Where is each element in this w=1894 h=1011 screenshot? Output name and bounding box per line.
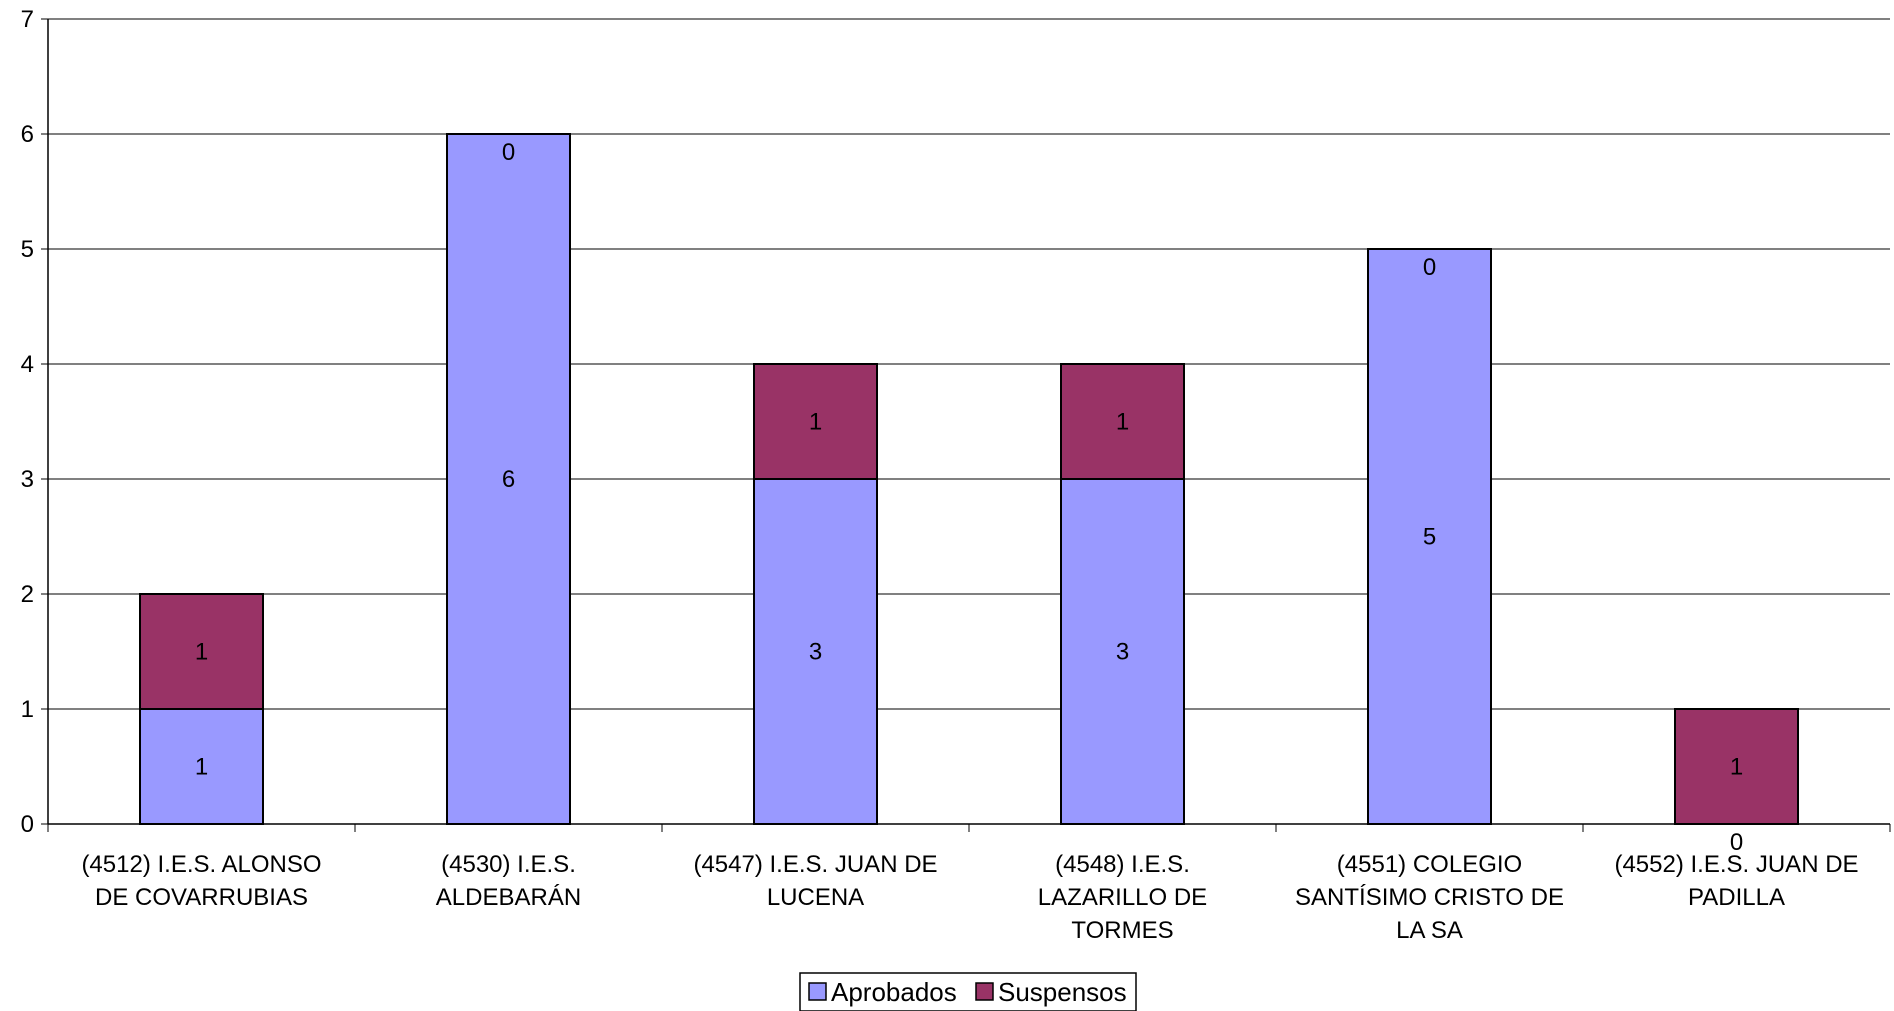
data-label-aprobados-6: 0 [1730,829,1743,856]
data-label-aprobados-4: 3 [1116,639,1129,666]
data-label-aprobados-3: 3 [809,639,822,666]
data-label-aprobados-5: 5 [1423,524,1436,551]
data-label-suspensos-3: 1 [809,409,822,436]
legend-swatch-aprobados [808,982,827,1001]
bar-aprobados-5 [1367,248,1492,825]
y-tick-label: 7 [21,6,34,33]
data-label-suspensos-6: 1 [1730,754,1743,781]
legend-label-suspensos: Suspensos [998,977,1127,1007]
y-tick-label: 0 [21,811,34,838]
bar-suspensos-1 [139,593,264,710]
x-category-label-4: (4548) I.E.S. LAZARILLO DE TORMES [1038,851,1207,944]
data-label-suspensos-2: 0 [502,139,515,166]
legend-swatch-suspensos [975,982,994,1001]
x-category-label-2: (4530) I.E.S. ALDEBARÁN [436,851,581,911]
x-category-label-6: (4552) I.E.S. JUAN DE PADILLA [1614,851,1858,911]
bar-suspensos-3 [753,363,878,480]
y-tick-label: 3 [21,466,34,493]
data-label-suspensos-5: 0 [1423,254,1436,281]
bar-aprobados-4 [1060,478,1185,825]
data-label-aprobados-2: 6 [502,466,515,493]
data-label-aprobados-1: 1 [195,754,208,781]
x-category-label-5: (4551) COLEGIO SANTÍSIMO CRISTO DE LA SA [1295,851,1564,944]
y-tick-label: 1 [21,696,34,723]
bar-suspensos-4 [1060,363,1185,480]
bar-aprobados-2 [446,133,571,825]
legend-label-aprobados: Aprobados [831,977,957,1007]
bar-aprobados-3 [753,478,878,825]
bar-aprobados-1 [139,708,264,825]
data-label-suspensos-4: 1 [1116,409,1129,436]
x-category-label-3: (4547) I.E.S. JUAN DE LUCENA [693,851,937,911]
y-tick-label: 6 [21,121,34,148]
y-tick-label: 4 [21,351,34,378]
data-label-suspensos-1: 1 [195,639,208,666]
legend-box [799,972,1137,1011]
x-category-label-1: (4512) I.E.S. ALONSO DE COVARRUBIAS [81,851,321,911]
y-tick-label: 2 [21,581,34,608]
y-tick-label: 5 [21,236,34,263]
bar-suspensos-6 [1674,708,1799,825]
